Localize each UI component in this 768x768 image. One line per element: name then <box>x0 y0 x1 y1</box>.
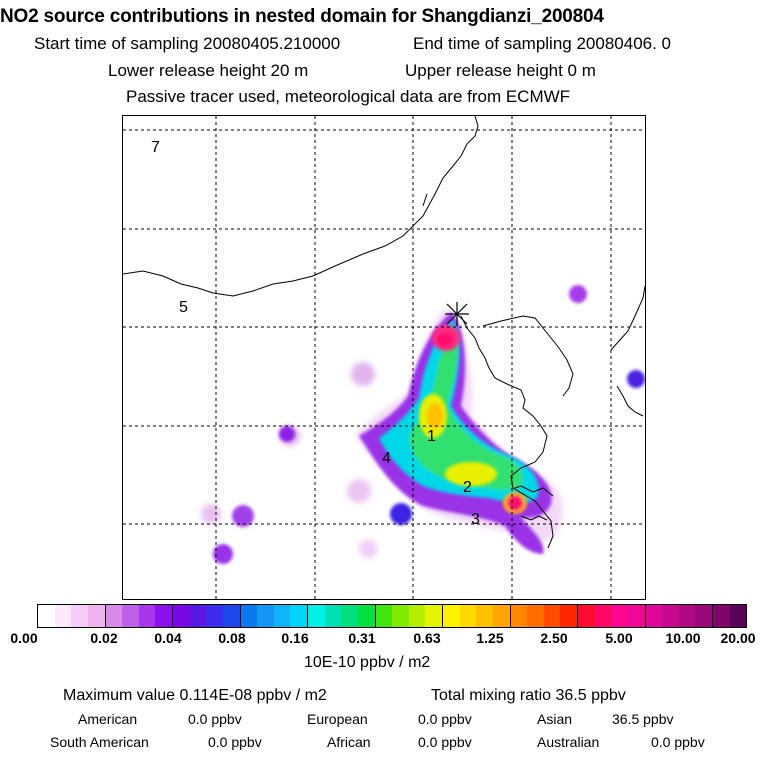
region-label-4: 4 <box>382 450 391 467</box>
color-scale-cell <box>54 605 72 627</box>
color-scale-cell <box>38 605 55 627</box>
color-scale-cell <box>273 605 291 627</box>
scale-tick-label: 0.02 <box>90 630 118 646</box>
region-label-5: 5 <box>179 299 188 316</box>
coastline-borders <box>123 116 645 549</box>
color-scale-cell <box>560 605 578 627</box>
color-scale-cell <box>138 605 156 627</box>
region-label-7: 7 <box>151 139 160 156</box>
color-scale-cell <box>105 605 123 627</box>
asian-label: Asian <box>537 711 573 727</box>
scale-tick-label: 2.50 <box>540 630 568 646</box>
australian-value: 0.0 ppbv <box>651 734 705 750</box>
scale-tick-label: 0.00 <box>10 630 38 646</box>
maximum-value: Maximum value 0.114E-08 ppbv / m2 <box>63 687 327 704</box>
color-scale-cell <box>357 605 376 627</box>
region-label-3: 3 <box>471 511 480 528</box>
total-mixing-ratio: Total mixing ratio 36.5 ppbv <box>431 687 626 704</box>
color-scale-cell <box>392 605 409 627</box>
color-scale-cell <box>443 605 460 627</box>
scale-tick-label: 0.63 <box>413 630 441 646</box>
plume-mid-band <box>379 320 539 504</box>
scale-tick-label: 5.00 <box>605 630 633 646</box>
asian-value: 36.5 ppbv <box>612 711 674 727</box>
scale-tick-label: 20.00 <box>720 630 756 646</box>
american-label: American <box>78 711 138 727</box>
african-label: African <box>327 734 371 750</box>
plume-high-band <box>419 325 527 514</box>
scale-tick-label: 0.04 <box>154 630 182 646</box>
map-panel: 7 5 1 2 3 4 <box>122 115 646 600</box>
color-scale-cell <box>510 605 528 627</box>
scale-tick-label: 10.00 <box>665 630 701 646</box>
tracer-note: Passive tracer used, meteorological data… <box>126 87 571 106</box>
color-scale-cell <box>408 605 426 627</box>
color-scale-cell <box>290 605 308 627</box>
color-scale-cell <box>459 605 477 627</box>
color-scale-cell <box>308 605 325 627</box>
south-american-label: South American <box>50 734 149 750</box>
map-canvas: 7 5 1 2 3 4 <box>123 116 645 599</box>
color-scale-cell <box>257 605 274 627</box>
color-scale-cell <box>87 605 106 627</box>
color-scale-cell <box>71 605 88 627</box>
african-value: 0.0 ppbv <box>418 734 472 750</box>
lat-lon-grid <box>123 116 645 599</box>
australian-label: Australian <box>537 734 600 750</box>
color-scale-cell <box>527 605 544 627</box>
color-scale-cell <box>173 605 190 627</box>
color-scale-cell <box>425 605 443 627</box>
scale-tick-label: 0.08 <box>218 630 246 646</box>
color-scale-bar <box>37 604 747 628</box>
lower-release-height: Lower release height 20 m <box>108 61 309 80</box>
european-label: European <box>307 711 368 727</box>
scale-tick-label: 0.16 <box>281 630 309 646</box>
scale-unit: 10E-10 ppbv / m2 <box>304 654 431 671</box>
color-scale-cell <box>645 605 663 627</box>
color-scale-cell <box>662 605 679 627</box>
color-scale-cell <box>695 605 713 627</box>
european-value: 0.0 ppbv <box>418 711 472 727</box>
color-scale-cell <box>240 605 258 627</box>
sampling-end: End time of sampling 20080406. 0 <box>413 34 672 53</box>
color-scale-cell <box>476 605 493 627</box>
color-scale-cell <box>627 605 646 627</box>
south-american-value: 0.0 ppbv <box>208 734 262 750</box>
color-scale-cell <box>206 605 223 627</box>
color-scale-cell <box>189 605 207 627</box>
region-label-2: 2 <box>463 479 472 496</box>
color-scale-cell <box>155 605 173 627</box>
receptor-star-icon <box>445 302 469 326</box>
color-scale-cell <box>594 605 612 627</box>
color-scale-cell <box>492 605 511 627</box>
color-scale-cell <box>543 605 561 627</box>
color-scale-cell <box>611 605 628 627</box>
sampling-start: Start time of sampling 20080405.210000 <box>34 34 341 53</box>
color-scale-cell <box>578 605 595 627</box>
color-scale-cell <box>375 605 393 627</box>
color-scale-cell <box>222 605 241 627</box>
upper-release-height: Upper release height 0 m <box>405 61 596 80</box>
color-scale-cell <box>341 605 358 627</box>
color-scale-cell <box>122 605 139 627</box>
american-value: 0.0 ppbv <box>188 711 242 727</box>
color-scale-cell <box>713 605 730 627</box>
scale-tick-label: 1.25 <box>476 630 504 646</box>
color-scale-cell <box>324 605 342 627</box>
scale-tick-label: 0.31 <box>348 630 376 646</box>
color-scale-cell <box>729 605 747 627</box>
region-label-1: 1 <box>427 428 436 445</box>
color-scale-cell <box>678 605 696 627</box>
chart-title: NO2 source contributions in nested domai… <box>0 6 604 27</box>
